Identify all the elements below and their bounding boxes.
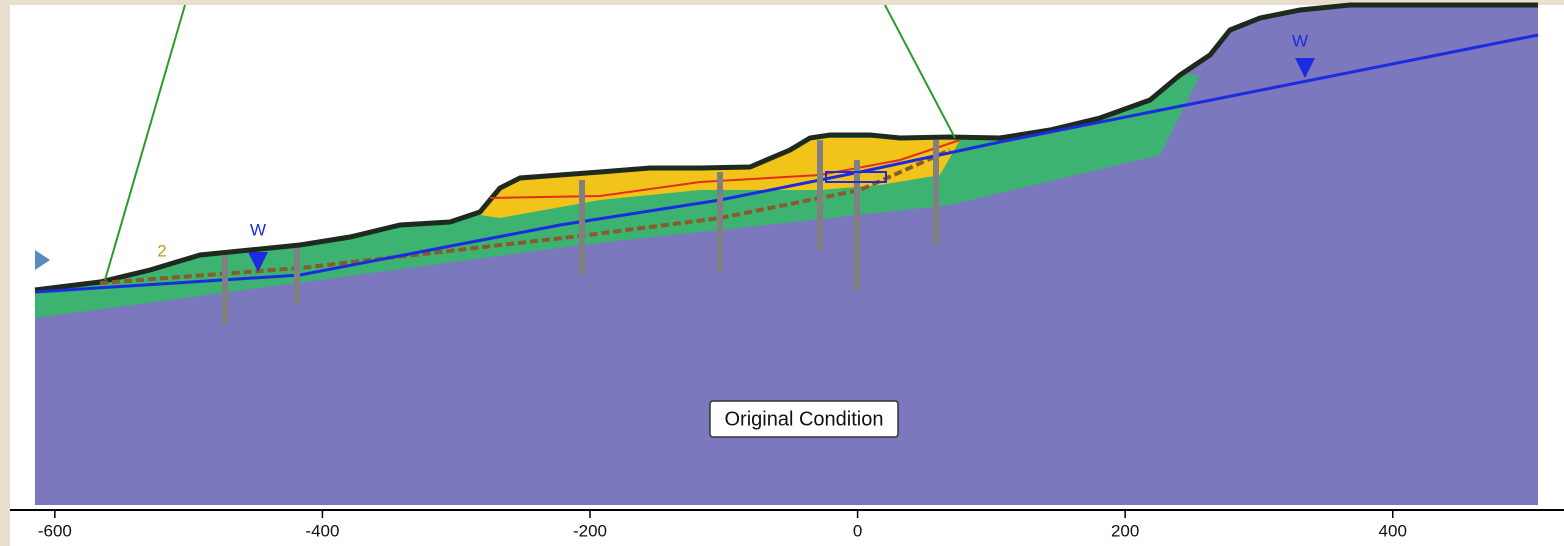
water-symbol	[248, 252, 268, 272]
water-label: W	[1292, 31, 1308, 50]
piles	[222, 140, 939, 325]
water-symbol	[1295, 58, 1315, 78]
caption-box	[709, 400, 899, 438]
caption: Original Condition	[725, 408, 884, 430]
ground-surface	[34, 2, 1538, 293]
x-tick-label: -400	[305, 521, 339, 540]
search-line	[884, 4, 956, 139]
search-line	[104, 4, 186, 281]
x-tick-label: 0	[853, 521, 862, 540]
axis-area	[10, 505, 1564, 546]
x-tick-label: 200	[1111, 521, 1139, 540]
x-tick-label: 400	[1379, 521, 1407, 540]
x-tick-label: -200	[573, 521, 607, 540]
material-label: 2	[157, 241, 166, 260]
anchor-block	[825, 171, 887, 183]
boundary-marker	[35, 250, 50, 270]
x-tick-label: -600	[38, 521, 72, 540]
slip-surface	[99, 148, 951, 285]
water-label: W	[250, 220, 266, 239]
